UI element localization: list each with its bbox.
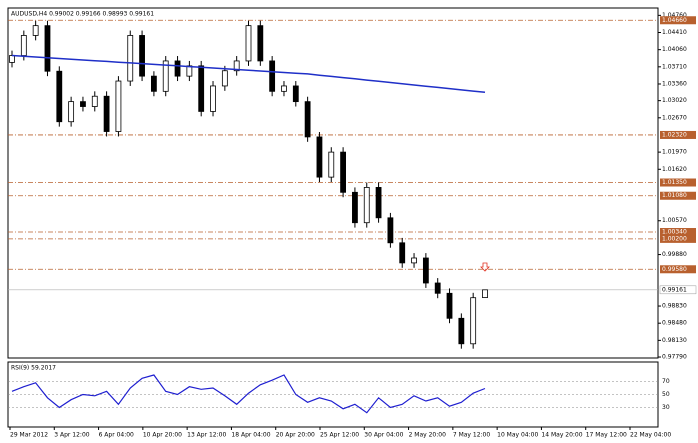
rsi-title: RSI(9) 59.2017	[11, 365, 56, 372]
candle-body	[399, 242, 406, 264]
y-tick-label: 1.01970	[662, 149, 687, 156]
main-panel	[7, 7, 659, 359]
y-tick-label: 0.98130	[662, 337, 687, 344]
moving-average	[11, 54, 486, 94]
level-label: 1.02320	[662, 131, 687, 138]
current-price-box	[659, 285, 697, 295]
y-tick-label: 1.00570	[662, 217, 687, 224]
x-tick-label: 3 Apr 12:00	[54, 432, 89, 439]
candle-body	[80, 101, 86, 107]
y-tick-label: 0.98480	[662, 320, 687, 327]
y-tick-label: 0.99880	[662, 251, 687, 258]
level-label-box	[660, 130, 696, 139]
candle-body	[304, 101, 311, 138]
candle-body	[269, 60, 276, 92]
y-tick-label: 1.04760	[662, 12, 687, 19]
x-tick-label: 20 Apr 20:00	[276, 432, 315, 439]
candle-body	[139, 35, 145, 77]
candle-body	[458, 317, 465, 345]
candle-body	[363, 187, 370, 224]
y-tick-label: 1.03360	[662, 80, 687, 87]
level-label-box	[660, 178, 696, 187]
y-tick-label: 0.97790	[662, 354, 687, 361]
candle-body	[150, 75, 157, 92]
candle-body	[186, 65, 193, 77]
current-price-label: 0.99161	[662, 286, 687, 293]
candle-body	[68, 101, 75, 123]
candle-body	[103, 95, 110, 132]
y-tick-label: 1.04060	[662, 46, 687, 53]
candle-body	[375, 187, 382, 219]
chart-title: AUDUSD,H4 0.99002 0.99166 0.98993 0.9916…	[11, 11, 154, 18]
y-tick-label: 1.01620	[662, 166, 687, 173]
rsi-tick-label: 30	[662, 404, 670, 411]
alert-arrow	[480, 262, 490, 272]
candle-body	[340, 151, 347, 193]
candle-body	[446, 292, 453, 319]
candle-body	[162, 60, 169, 92]
candle-body	[482, 289, 488, 299]
candle-body	[316, 136, 323, 178]
candle-body	[470, 297, 477, 345]
x-tick-label: 30 Apr 04:00	[364, 432, 403, 439]
candle-body	[328, 151, 335, 178]
candle-body	[44, 25, 51, 72]
level-label: 1.01080	[662, 192, 687, 199]
level-label-box	[660, 228, 696, 237]
candle-body	[245, 25, 252, 62]
y-tick-label: 1.02670	[662, 114, 687, 121]
candle-body	[210, 85, 216, 112]
x-tick-label: 14 May 20:00	[541, 432, 582, 439]
x-tick-label: 25 Apr 12:00	[320, 432, 359, 439]
candle-body	[9, 55, 15, 63]
x-tick-label: 18 Apr 04:00	[231, 432, 270, 439]
candle-body	[32, 25, 39, 36]
candle-body	[411, 257, 417, 264]
y-tick-label: 0.98830	[662, 303, 687, 310]
level-label-box	[660, 191, 696, 200]
rsi-line	[11, 374, 486, 414]
candle-body	[174, 60, 181, 77]
candle-body	[115, 80, 122, 132]
level-label: 0.99580	[662, 266, 687, 273]
x-tick-label: 6 Apr 04:00	[99, 432, 134, 439]
candle-body	[198, 65, 205, 112]
candle-body	[387, 217, 394, 244]
candle-body	[281, 85, 287, 92]
level-label-box	[660, 16, 696, 25]
candle-body	[127, 35, 134, 82]
rsi-tick-label: 50	[662, 391, 670, 398]
level-label: 1.00340	[662, 229, 687, 236]
x-tick-label: 10 May 04:00	[497, 432, 538, 439]
x-tick-label: 29 Mar 2012	[10, 432, 48, 439]
x-tick-label: 2 May 20:00	[409, 432, 447, 439]
y-tick-label: 1.04410	[662, 29, 687, 36]
level-label-box	[660, 265, 696, 274]
candle-body	[221, 70, 228, 87]
x-tick-label: 17 May 12:00	[586, 432, 627, 439]
x-tick-label: 13 Apr 12:00	[187, 432, 226, 439]
x-tick-label: 7 May 12:00	[453, 432, 491, 439]
candle-body	[257, 25, 264, 62]
x-tick-label: 10 Apr 20:00	[143, 432, 182, 439]
candle-body	[292, 85, 299, 103]
level-label: 1.04660	[662, 17, 687, 24]
y-tick-label: 1.03710	[662, 63, 687, 70]
candle-body	[352, 191, 358, 224]
candle-body	[91, 95, 98, 107]
candle-body	[20, 35, 27, 56]
candle-body	[56, 70, 63, 123]
y-tick-label: 1.03020	[662, 97, 687, 104]
level-label: 1.01350	[662, 179, 687, 186]
candle-body	[233, 60, 240, 72]
rsi-tick-label: 70	[662, 378, 670, 385]
level-label: 1.00200	[662, 235, 687, 242]
x-tick-label: 22 May 04:00	[630, 432, 671, 439]
candle-body	[434, 282, 441, 294]
level-label-box	[660, 234, 696, 243]
candle-body	[422, 257, 429, 284]
